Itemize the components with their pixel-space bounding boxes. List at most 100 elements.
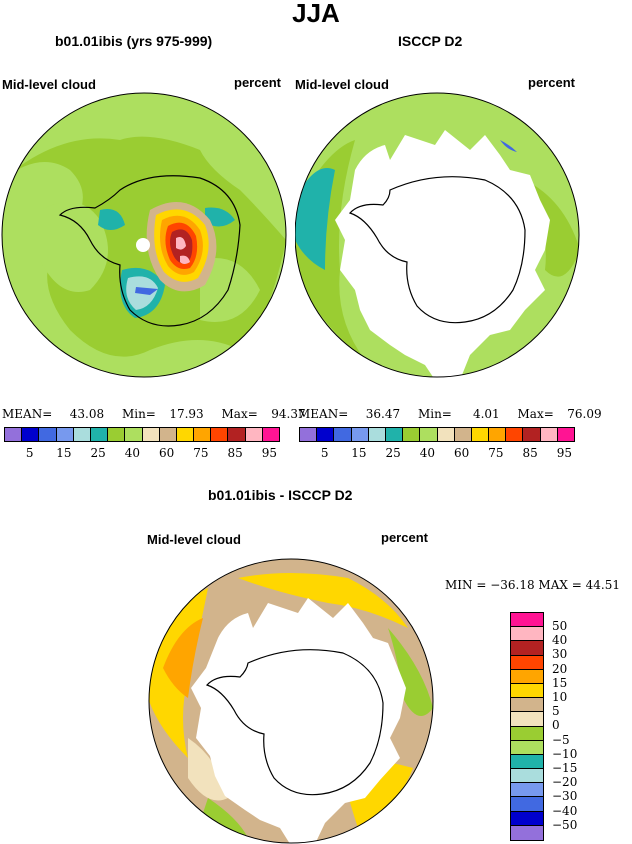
colorbar-label: 20 bbox=[552, 661, 568, 676]
colorbar-swatch bbox=[334, 428, 352, 441]
colorbar-swatch bbox=[511, 797, 543, 812]
colorbar-swatch bbox=[511, 669, 543, 684]
diff-panel-map bbox=[148, 558, 434, 844]
colorbar-label: 30 bbox=[552, 647, 568, 662]
panel1-min-label: Min= bbox=[121, 407, 156, 421]
colorbar-swatch bbox=[368, 428, 386, 441]
colorbar-swatch bbox=[159, 428, 177, 441]
panel1-max-label: Max= bbox=[221, 407, 258, 421]
colorbar-swatch bbox=[511, 613, 543, 628]
colorbar-swatch bbox=[523, 428, 541, 441]
colorbar-swatch bbox=[437, 428, 455, 441]
panel2-title: ISCCP D2 bbox=[398, 33, 463, 49]
colorbar-swatch bbox=[511, 740, 543, 755]
colorbar-label: 60 bbox=[159, 446, 175, 460]
diff-panel-title: b01.01ibis - ISCCP D2 bbox=[208, 487, 353, 503]
colorbar-swatch bbox=[471, 428, 490, 441]
colorbar-label: 15 bbox=[56, 446, 72, 460]
colorbar-label: 75 bbox=[488, 446, 504, 460]
panel1-stats: MEAN= 43.08 Min= 17.93 Max= 94.37 bbox=[2, 407, 306, 421]
colorbar-swatch bbox=[454, 428, 472, 441]
colorbar-swatch bbox=[511, 655, 543, 670]
colorbar-swatch bbox=[5, 428, 23, 441]
page-title: JJA bbox=[292, 0, 340, 28]
colorbar-label: 40 bbox=[419, 446, 436, 460]
colorbar-swatch bbox=[125, 428, 143, 441]
panel2-colorbar bbox=[299, 427, 575, 442]
colorbar-swatch bbox=[228, 428, 246, 441]
colorbar-swatch bbox=[511, 825, 543, 840]
colorbar-label: −40 bbox=[552, 803, 578, 818]
colorbar-swatch bbox=[194, 428, 212, 441]
panel2-max-label: Max= bbox=[517, 407, 554, 421]
diff-panel-field-label: Mid-level cloud bbox=[147, 532, 241, 547]
colorbar-swatch bbox=[511, 712, 543, 727]
colorbar-label: 85 bbox=[522, 446, 538, 460]
colorbar-label: 75 bbox=[193, 446, 209, 460]
colorbar-swatch bbox=[245, 428, 263, 441]
colorbar-swatch bbox=[511, 627, 543, 642]
colorbar-label: 5 bbox=[320, 446, 329, 460]
panel2-stats: MEAN= 36.47 Min= 4.01 Max= 76.09 bbox=[298, 407, 602, 421]
panel1-mean-value: 43.08 bbox=[69, 407, 105, 421]
colorbar-swatch bbox=[540, 428, 558, 441]
panel2-colorbar-labels: 5 15 25 40 60 75 85 95 bbox=[299, 446, 573, 462]
colorbar-swatch bbox=[22, 428, 40, 441]
colorbar-swatch bbox=[39, 428, 57, 441]
panel1-min-value: 17.93 bbox=[169, 407, 204, 421]
panel1-field-label: Mid-level cloud bbox=[2, 77, 96, 92]
colorbar-label: 95 bbox=[261, 446, 278, 460]
colorbar-swatch bbox=[511, 726, 543, 741]
colorbar-swatch bbox=[90, 428, 109, 441]
colorbar-label: 40 bbox=[552, 633, 568, 648]
colorbar-swatch bbox=[108, 428, 126, 441]
colorbar-label: 60 bbox=[454, 446, 470, 460]
colorbar-swatch bbox=[73, 428, 91, 441]
colorbar-label: 25 bbox=[385, 446, 401, 460]
colorbar-label: 10 bbox=[552, 690, 568, 704]
colorbar-swatch bbox=[262, 428, 279, 441]
colorbar-swatch bbox=[511, 769, 543, 784]
colorbar-label: −20 bbox=[552, 775, 578, 790]
colorbar-swatch bbox=[56, 428, 74, 441]
colorbar-swatch bbox=[511, 811, 543, 826]
panel2-mean-label: MEAN= bbox=[298, 407, 349, 421]
colorbar-label: 95 bbox=[556, 446, 573, 460]
colorbar-swatch bbox=[420, 428, 438, 441]
panel1-map bbox=[1, 92, 287, 378]
colorbar-swatch bbox=[511, 683, 543, 699]
panel2-mean-value: 36.47 bbox=[365, 407, 401, 421]
diff-colorbar bbox=[510, 612, 544, 841]
colorbar-label: 15 bbox=[351, 446, 367, 460]
colorbar-label: −5 bbox=[552, 732, 570, 747]
colorbar-label: 0 bbox=[552, 718, 560, 733]
diff-panel-minmax: MIN = −36.18 MAX = 44.51 bbox=[445, 578, 620, 592]
colorbar-label: 5 bbox=[25, 446, 34, 460]
colorbar-swatch bbox=[511, 783, 543, 798]
colorbar-label: 15 bbox=[552, 675, 568, 690]
panel1-max-value: 94.37 bbox=[271, 407, 306, 421]
panel2-min-value: 4.01 bbox=[472, 407, 500, 421]
panel1-units: percent bbox=[234, 75, 281, 90]
colorbar-label: −30 bbox=[552, 789, 578, 804]
colorbar-swatch bbox=[511, 754, 543, 770]
diff-panel-units: percent bbox=[381, 530, 428, 545]
colorbar-label: −15 bbox=[552, 761, 578, 775]
panel2-map bbox=[295, 92, 580, 378]
colorbar-label: −50 bbox=[552, 817, 578, 832]
colorbar-swatch bbox=[489, 428, 507, 441]
colorbar-swatch bbox=[317, 428, 335, 441]
colorbar-label: 50 bbox=[552, 619, 568, 633]
colorbar-swatch bbox=[506, 428, 524, 441]
colorbar-swatch bbox=[211, 428, 229, 441]
panel1-colorbar-labels: 5 15 25 40 60 75 85 95 bbox=[4, 446, 278, 462]
colorbar-swatch bbox=[142, 428, 160, 441]
colorbar-swatch bbox=[557, 428, 574, 441]
colorbar-swatch bbox=[351, 428, 369, 441]
colorbar-label: −10 bbox=[552, 746, 578, 761]
colorbar-swatch bbox=[403, 428, 421, 441]
colorbar-label: 5 bbox=[552, 704, 560, 719]
panel1-colorbar bbox=[4, 427, 280, 442]
colorbar-label: 85 bbox=[227, 446, 243, 460]
colorbar-swatch bbox=[300, 428, 318, 441]
